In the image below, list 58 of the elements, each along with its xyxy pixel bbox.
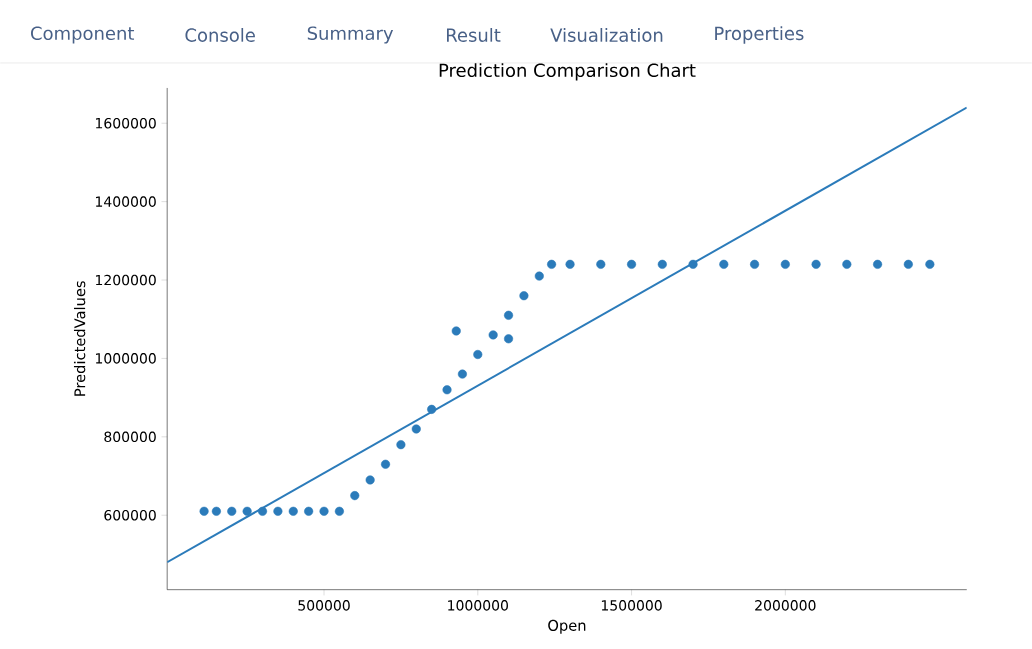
point	[442, 385, 452, 395]
point	[334, 506, 344, 516]
y-tick-label: 800000	[104, 431, 156, 443]
point	[257, 506, 268, 516]
point	[719, 259, 729, 270]
x-tick-label: 2000000	[755, 600, 816, 611]
text: Component	[31, 26, 135, 44]
point	[242, 506, 252, 516]
point	[380, 459, 391, 469]
point	[319, 506, 329, 516]
point	[396, 440, 406, 450]
point	[811, 259, 821, 270]
point	[504, 310, 514, 320]
point	[842, 259, 852, 270]
y-tick-label: 1200000	[95, 274, 156, 286]
point	[451, 326, 461, 336]
point	[365, 475, 375, 485]
point	[427, 405, 437, 415]
x-tick-label: 1500000	[601, 600, 662, 611]
point	[273, 506, 283, 516]
point	[903, 259, 913, 270]
point	[688, 259, 698, 270]
text: Properties	[715, 26, 804, 44]
point	[411, 424, 421, 434]
point	[504, 334, 514, 344]
text: Result	[447, 28, 501, 43]
point	[488, 330, 498, 340]
point	[627, 259, 637, 270]
text: Console	[185, 28, 255, 43]
y-tick-label: 600000	[104, 510, 156, 521]
point	[473, 350, 483, 360]
point	[750, 259, 760, 270]
text: Summary	[307, 26, 394, 44]
point	[780, 259, 790, 270]
point	[350, 491, 360, 501]
x-axis-title: Open	[548, 620, 586, 634]
chart-title: Prediction Comparison Chart	[439, 63, 696, 81]
y-axis-title: PredictedValues	[73, 281, 86, 396]
point	[457, 369, 467, 379]
point	[534, 271, 544, 281]
y-tick-label: 1400000	[95, 196, 156, 208]
point	[565, 259, 575, 270]
point	[519, 291, 529, 301]
point	[304, 506, 314, 516]
text: Visualization	[550, 28, 663, 43]
point	[199, 506, 209, 516]
point	[925, 259, 935, 270]
point	[547, 259, 557, 270]
point	[227, 506, 237, 516]
y-tick-label: 1000000	[95, 353, 156, 364]
point	[211, 506, 221, 516]
point	[657, 259, 667, 270]
x-tick-label: 1000000	[448, 600, 508, 611]
y-tick-label: 1600000	[95, 118, 156, 129]
point	[288, 506, 298, 516]
x-tick-label: 500000	[298, 600, 350, 611]
point	[873, 259, 883, 270]
point	[596, 259, 606, 270]
